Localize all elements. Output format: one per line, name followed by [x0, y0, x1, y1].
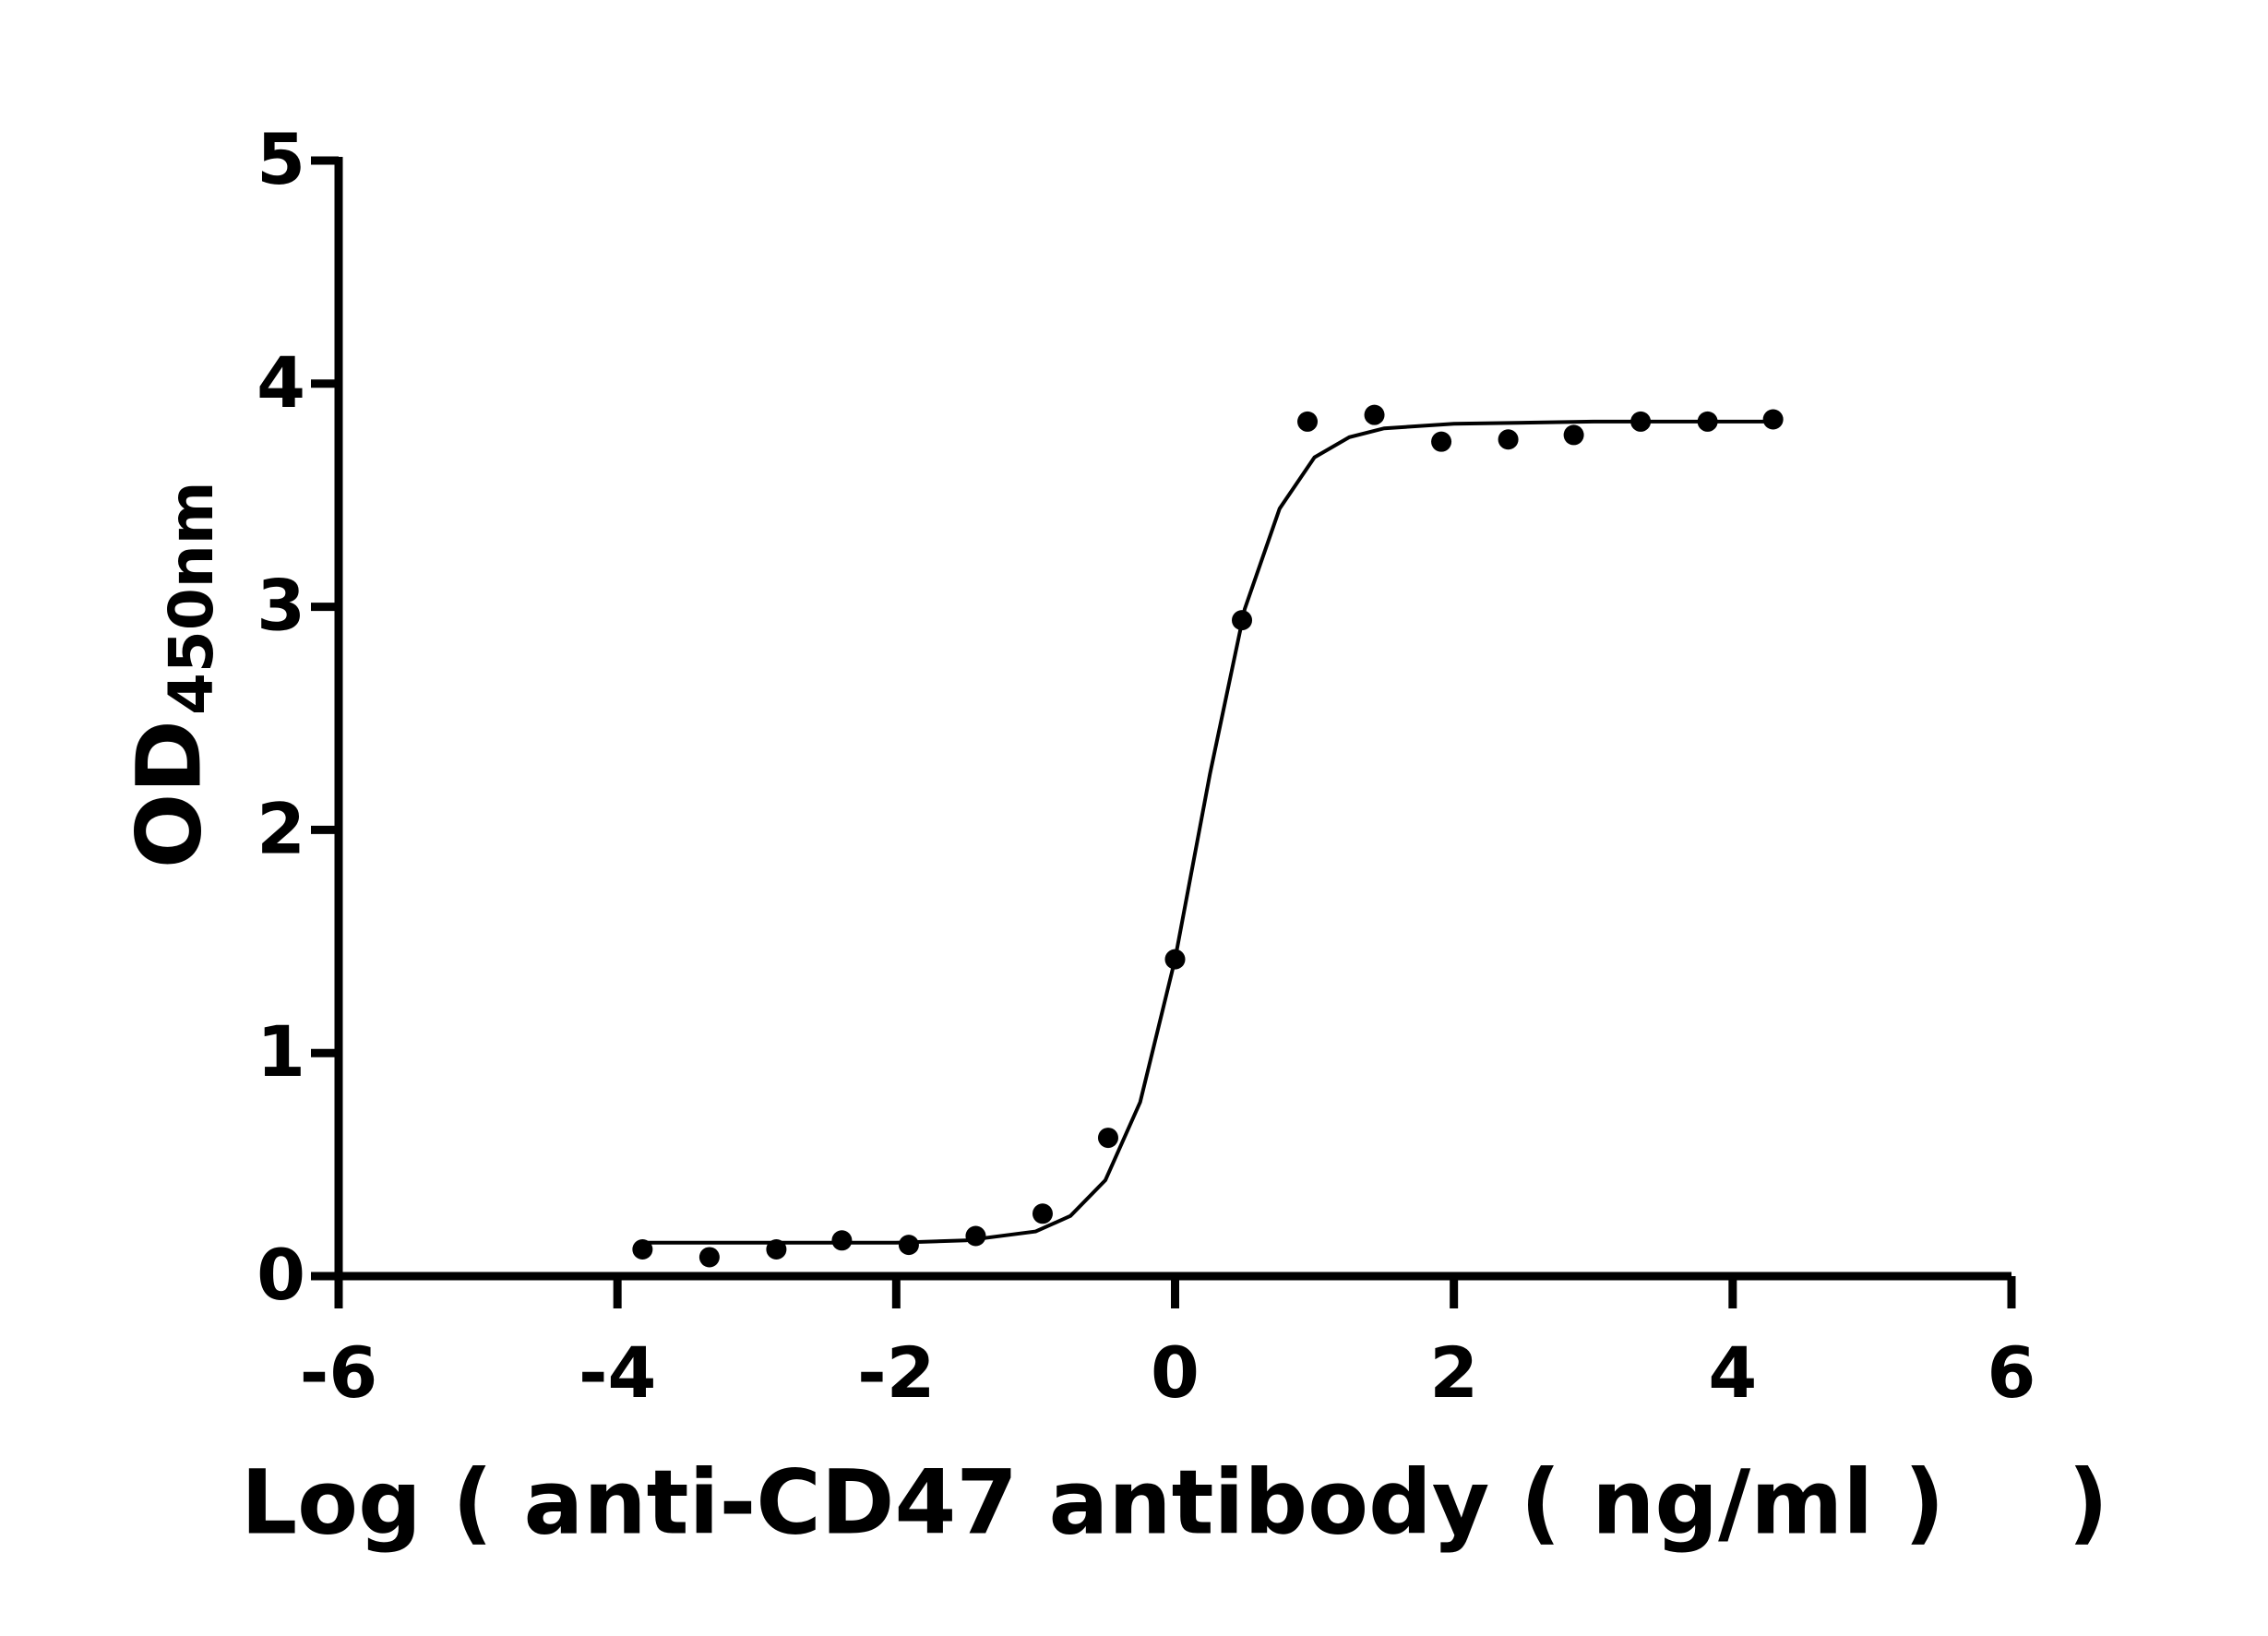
x-tick-label: 0	[1151, 1331, 1200, 1414]
fit-curve	[642, 419, 1773, 1245]
y-tick-label: 3	[257, 565, 305, 647]
x-tick-label: 2	[1429, 1331, 1478, 1414]
data-point	[1431, 431, 1452, 452]
y-tick-label: 0	[257, 1234, 305, 1316]
data-point	[1297, 411, 1319, 432]
x-axis-label: Log ( anti-CD47 antibody ( ng/ml ) )	[241, 1451, 2108, 1554]
x-tick-label: 4	[1708, 1331, 1757, 1414]
x-tick-label: -4	[579, 1331, 656, 1414]
data-point	[1630, 411, 1652, 432]
y-tick-label: 5	[257, 118, 305, 200]
data-point	[1563, 424, 1584, 446]
y-tick-label: 4	[257, 341, 305, 424]
data-point	[1762, 409, 1784, 430]
data-point	[965, 1225, 986, 1247]
data-point	[1364, 404, 1385, 425]
data-point	[632, 1238, 653, 1260]
data-point	[1498, 429, 1519, 450]
y-axis-label-sub: 450nm	[156, 481, 227, 715]
data-point	[1032, 1203, 1053, 1224]
data-point	[831, 1230, 853, 1251]
y-axis-label-group: OD 450nm	[117, 481, 227, 868]
x-tick-label: -2	[857, 1331, 935, 1414]
data-point	[898, 1235, 919, 1256]
y-tick-label: 1	[257, 1010, 305, 1093]
y-axis-label: OD	[117, 720, 221, 868]
data-point	[1697, 411, 1718, 432]
data-point	[1164, 949, 1186, 970]
data-point	[1232, 610, 1253, 631]
data-point	[766, 1238, 787, 1260]
data-point	[1097, 1128, 1118, 1149]
x-tick-label: 6	[1987, 1331, 2036, 1414]
y-tick-label: 2	[257, 787, 305, 869]
data-point	[698, 1247, 720, 1268]
x-tick-label: -6	[300, 1331, 377, 1414]
